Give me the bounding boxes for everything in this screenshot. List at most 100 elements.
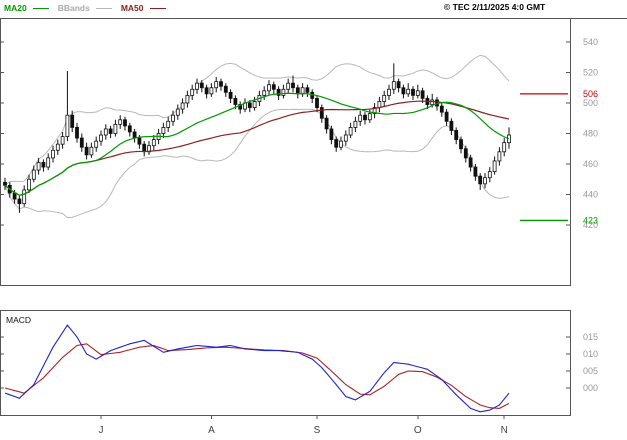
- ma20-legend-label: MA20: [4, 3, 27, 13]
- candle-body: [411, 88, 415, 96]
- candle-body: [22, 189, 27, 205]
- candle-body: [487, 171, 492, 179]
- candle-body: [151, 139, 156, 147]
- candle-body: [339, 140, 343, 148]
- candle-body: [180, 102, 185, 110]
- candle-body: [262, 90, 267, 96]
- chart-frame: [0, 18, 627, 416]
- candle-body: [79, 137, 84, 148]
- candle-body: [267, 84, 271, 92]
- candle-body: [247, 102, 252, 108]
- candle-body: [276, 88, 281, 96]
- candle-body: [118, 119, 123, 125]
- candle-body: [75, 127, 79, 139]
- candle-body: [51, 149, 55, 159]
- ma50-line: [4, 100, 510, 196]
- candle-body: [127, 125, 132, 133]
- candle-body: [502, 142, 507, 153]
- macd-tick-label: 005: [583, 366, 598, 376]
- macd-signal-line: [4, 343, 510, 409]
- support-level-label: 423: [583, 215, 598, 225]
- candle-body: [94, 140, 99, 148]
- candle-body: [209, 87, 214, 95]
- candle-body: [17, 198, 22, 205]
- candle-body: [430, 99, 435, 105]
- bollinger-upper-band: [4, 54, 510, 186]
- price-levels: 506 423: [520, 89, 598, 225]
- candle-body: [132, 131, 137, 139]
- candle-body: [387, 88, 391, 96]
- candle-body: [31, 169, 36, 180]
- price-axis: 540 520 500 480 460 440 420: [0, 37, 598, 230]
- candle-body: [46, 157, 51, 168]
- price-tick-label: 420: [583, 220, 598, 230]
- price-tick-label: 480: [583, 129, 598, 139]
- candle-body: [315, 98, 319, 108]
- macd-axis: 015 010 005 000: [0, 332, 598, 393]
- candle-body: [233, 98, 238, 105]
- candle-body: [463, 148, 468, 159]
- candle-body: [358, 114, 363, 122]
- candle-body: [271, 84, 276, 90]
- price-tick-label: 460: [583, 159, 598, 169]
- candle-body: [449, 120, 454, 131]
- candle-body: [468, 157, 473, 168]
- candle-body: [199, 82, 204, 89]
- resistance-level-label: 506: [583, 89, 598, 99]
- candle-body: [377, 101, 382, 108]
- price-tick-label: 440: [583, 190, 598, 200]
- candle-body: [444, 111, 449, 122]
- candle-body: [3, 181, 7, 186]
- candle-body: [36, 162, 41, 171]
- candle-body: [348, 127, 353, 136]
- bbands-legend-label: BBands: [57, 3, 90, 13]
- candle-body: [478, 175, 483, 185]
- candle-body: [12, 192, 17, 200]
- candle-body: [103, 128, 108, 136]
- candle-body: [291, 82, 295, 89]
- candle-body: [195, 82, 199, 90]
- ma50-legend-label: MA50: [120, 3, 144, 13]
- candle-body: [406, 88, 411, 95]
- candle-body: [99, 134, 103, 142]
- candle-body: [396, 81, 401, 89]
- candle-body: [483, 177, 487, 185]
- candle-body: [137, 137, 142, 145]
- candle-body: [324, 117, 329, 130]
- candle-body: [367, 113, 372, 121]
- candle-body: [492, 160, 497, 173]
- candlestick-series: [3, 63, 511, 213]
- candle-body: [60, 136, 65, 145]
- candle-body: [372, 107, 377, 115]
- bollinger-lower-band: [4, 108, 510, 219]
- candle-body: [113, 123, 118, 134]
- candle-body: [123, 119, 127, 127]
- candle-body: [70, 114, 75, 128]
- candle-body: [473, 166, 478, 177]
- ma20-legend-line: [32, 7, 49, 9]
- month-label: N: [501, 425, 508, 436]
- candle-body: [27, 178, 31, 191]
- candle-body: [204, 87, 209, 95]
- candle-body: [329, 128, 334, 140]
- candle-body: [175, 108, 180, 116]
- macd-line: [4, 324, 510, 413]
- candle-body: [185, 94, 190, 104]
- candle-body: [281, 88, 286, 96]
- candle-body: [166, 120, 171, 128]
- candle-body: [353, 120, 358, 128]
- candle-body: [439, 105, 444, 113]
- macd-panel-border: [0, 310, 571, 416]
- candle-body: [454, 130, 459, 140]
- macd-tick-label: 010: [583, 349, 598, 359]
- candle-body: [190, 88, 195, 96]
- copyright-text: © TEC 2/11/2025 4:0 GMT: [444, 2, 546, 12]
- price-tick-label: 520: [583, 68, 598, 78]
- candle-body: [65, 114, 70, 137]
- candle-body: [319, 107, 324, 119]
- candle-body: [420, 90, 425, 99]
- month-label: J: [99, 425, 104, 436]
- price-tick-label: 540: [583, 37, 598, 47]
- candle-body: [343, 134, 348, 142]
